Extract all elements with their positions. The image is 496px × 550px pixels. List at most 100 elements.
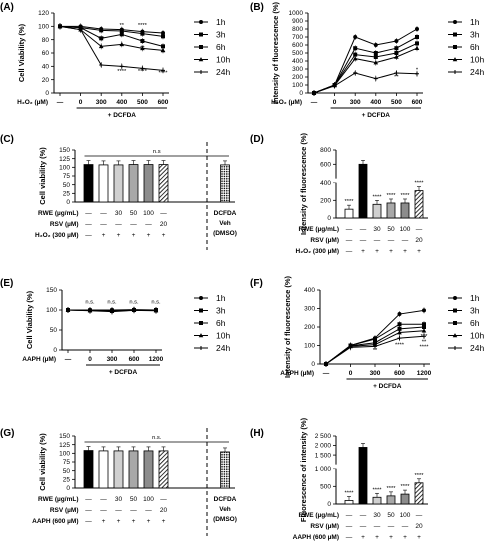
vehicle-label: DCFDA — [214, 210, 237, 217]
condition-cell: — — [145, 507, 152, 514]
condition-cell: — — [360, 523, 367, 530]
vehicle-label: Veh — [219, 220, 231, 227]
panel-label: (E) — [0, 278, 13, 289]
bar — [400, 202, 410, 219]
condition-cell: + — [361, 534, 365, 541]
bar — [83, 450, 94, 489]
y-tick-label: 0 — [45, 90, 49, 97]
significance-label: *** — [98, 36, 106, 42]
data-point — [140, 39, 145, 43]
panel-label: (G) — [0, 428, 14, 439]
data-point — [312, 91, 316, 95]
vehicle-label: DCFDA — [214, 496, 237, 503]
y-tick-label: 0 — [311, 361, 315, 368]
legend-label: 6h — [470, 42, 480, 52]
y-tick-label: 600 — [320, 162, 331, 169]
legend-marker — [199, 321, 203, 325]
y-tick-label: 100 — [38, 24, 49, 31]
x-tick-label: 600 — [394, 370, 405, 377]
legend-marker — [199, 70, 203, 74]
legend-label: 6h — [216, 42, 226, 52]
series-line-24h — [59, 25, 164, 71]
data-point — [140, 31, 145, 36]
legend-label: 10h — [470, 55, 484, 65]
panel-b: (B) Intensity of fluorescence (%) 01002003… — [250, 1, 484, 119]
x-tick-label: 300 — [107, 356, 118, 363]
y-tick-label: 100 — [59, 451, 70, 458]
x-axis-label: AAPH (µM) — [22, 356, 56, 363]
condition-cell: 50 — [130, 210, 138, 217]
legend-marker — [198, 57, 204, 62]
data-point — [394, 51, 399, 55]
bar — [83, 164, 94, 203]
condition-cell: + — [403, 534, 407, 541]
condition-cell: — — [85, 507, 92, 514]
y-tick-label: 150 — [46, 287, 57, 294]
condition-cell: + — [102, 518, 106, 525]
x-tick-label: 1200 — [149, 356, 164, 363]
significance-label: n.s. — [151, 300, 161, 306]
legend-label: 24h — [216, 343, 230, 353]
condition-cell: 100 — [143, 496, 154, 503]
data-point — [348, 345, 353, 350]
condition-cell: + — [403, 248, 407, 255]
x-tick-label: 600 — [158, 99, 169, 106]
y-tick-label: 900 — [292, 18, 303, 25]
y-tick-label: 100 — [304, 343, 315, 350]
legend-marker — [452, 333, 458, 338]
x-axis-label: AAPH (µM) — [280, 370, 314, 377]
y-tick-label: 80 — [42, 37, 50, 44]
legend-label: 1h — [216, 293, 226, 303]
vehicle-label: (DMSO) — [213, 230, 237, 237]
condition-cell: 20 — [415, 237, 423, 244]
condition-cell: — — [145, 221, 152, 228]
data-point — [373, 337, 377, 342]
bar — [358, 163, 368, 219]
data-point — [415, 27, 419, 31]
legend-label: 24h — [470, 343, 484, 353]
condition-cell: — — [374, 237, 381, 244]
condition-cell: — — [100, 507, 107, 514]
y-axis-label: Cell Viability (%) — [25, 290, 34, 349]
condition-cell: 50 — [387, 226, 395, 233]
panel-label: (A) — [0, 2, 14, 13]
y-tick-label: 0 — [327, 215, 331, 222]
condition-label: RSV (µM) — [50, 507, 79, 514]
x-tick-label: — — [57, 99, 64, 106]
y-tick-label: 60 — [42, 50, 50, 57]
legend-label: 24h — [470, 67, 484, 77]
data-point — [397, 326, 402, 331]
significance-label: **** — [344, 199, 354, 205]
data-point — [119, 64, 124, 69]
panel-label: (D) — [250, 134, 264, 145]
dcfda-label: + DCFDA — [109, 369, 138, 376]
series-line-10h — [313, 47, 418, 94]
legend-marker — [199, 308, 203, 313]
vehicle-label: (DMSO) — [213, 516, 237, 523]
x-tick-label: 300 — [96, 99, 107, 106]
y-axis-label: Intensity of fluorescence (%) — [271, 1, 280, 104]
data-point — [110, 309, 114, 314]
condition-cell: 20 — [160, 221, 168, 228]
data-point — [132, 308, 136, 313]
y-axis-label: Cell viability (%) — [38, 147, 47, 205]
legend-marker — [453, 32, 457, 37]
condition-cell: + — [132, 518, 136, 525]
condition-cell: — — [402, 523, 409, 530]
axis-break — [332, 178, 340, 183]
condition-cell: — — [346, 523, 353, 530]
x-tick-label: 0 — [333, 99, 337, 106]
y-tick-label: 1000 — [289, 10, 304, 17]
y-tick-label: 1 500 — [315, 452, 332, 459]
condition-cell: — — [346, 226, 353, 233]
data-point — [66, 308, 70, 312]
condition-cell: + — [117, 518, 121, 525]
data-point — [161, 44, 165, 49]
condition-cell: — — [115, 221, 122, 228]
legend-label: 1h — [470, 17, 480, 27]
significance-label: **** — [414, 473, 424, 479]
condition-label: RWE (µg/mL) — [299, 226, 339, 233]
y-tick-label: 200 — [292, 74, 303, 81]
